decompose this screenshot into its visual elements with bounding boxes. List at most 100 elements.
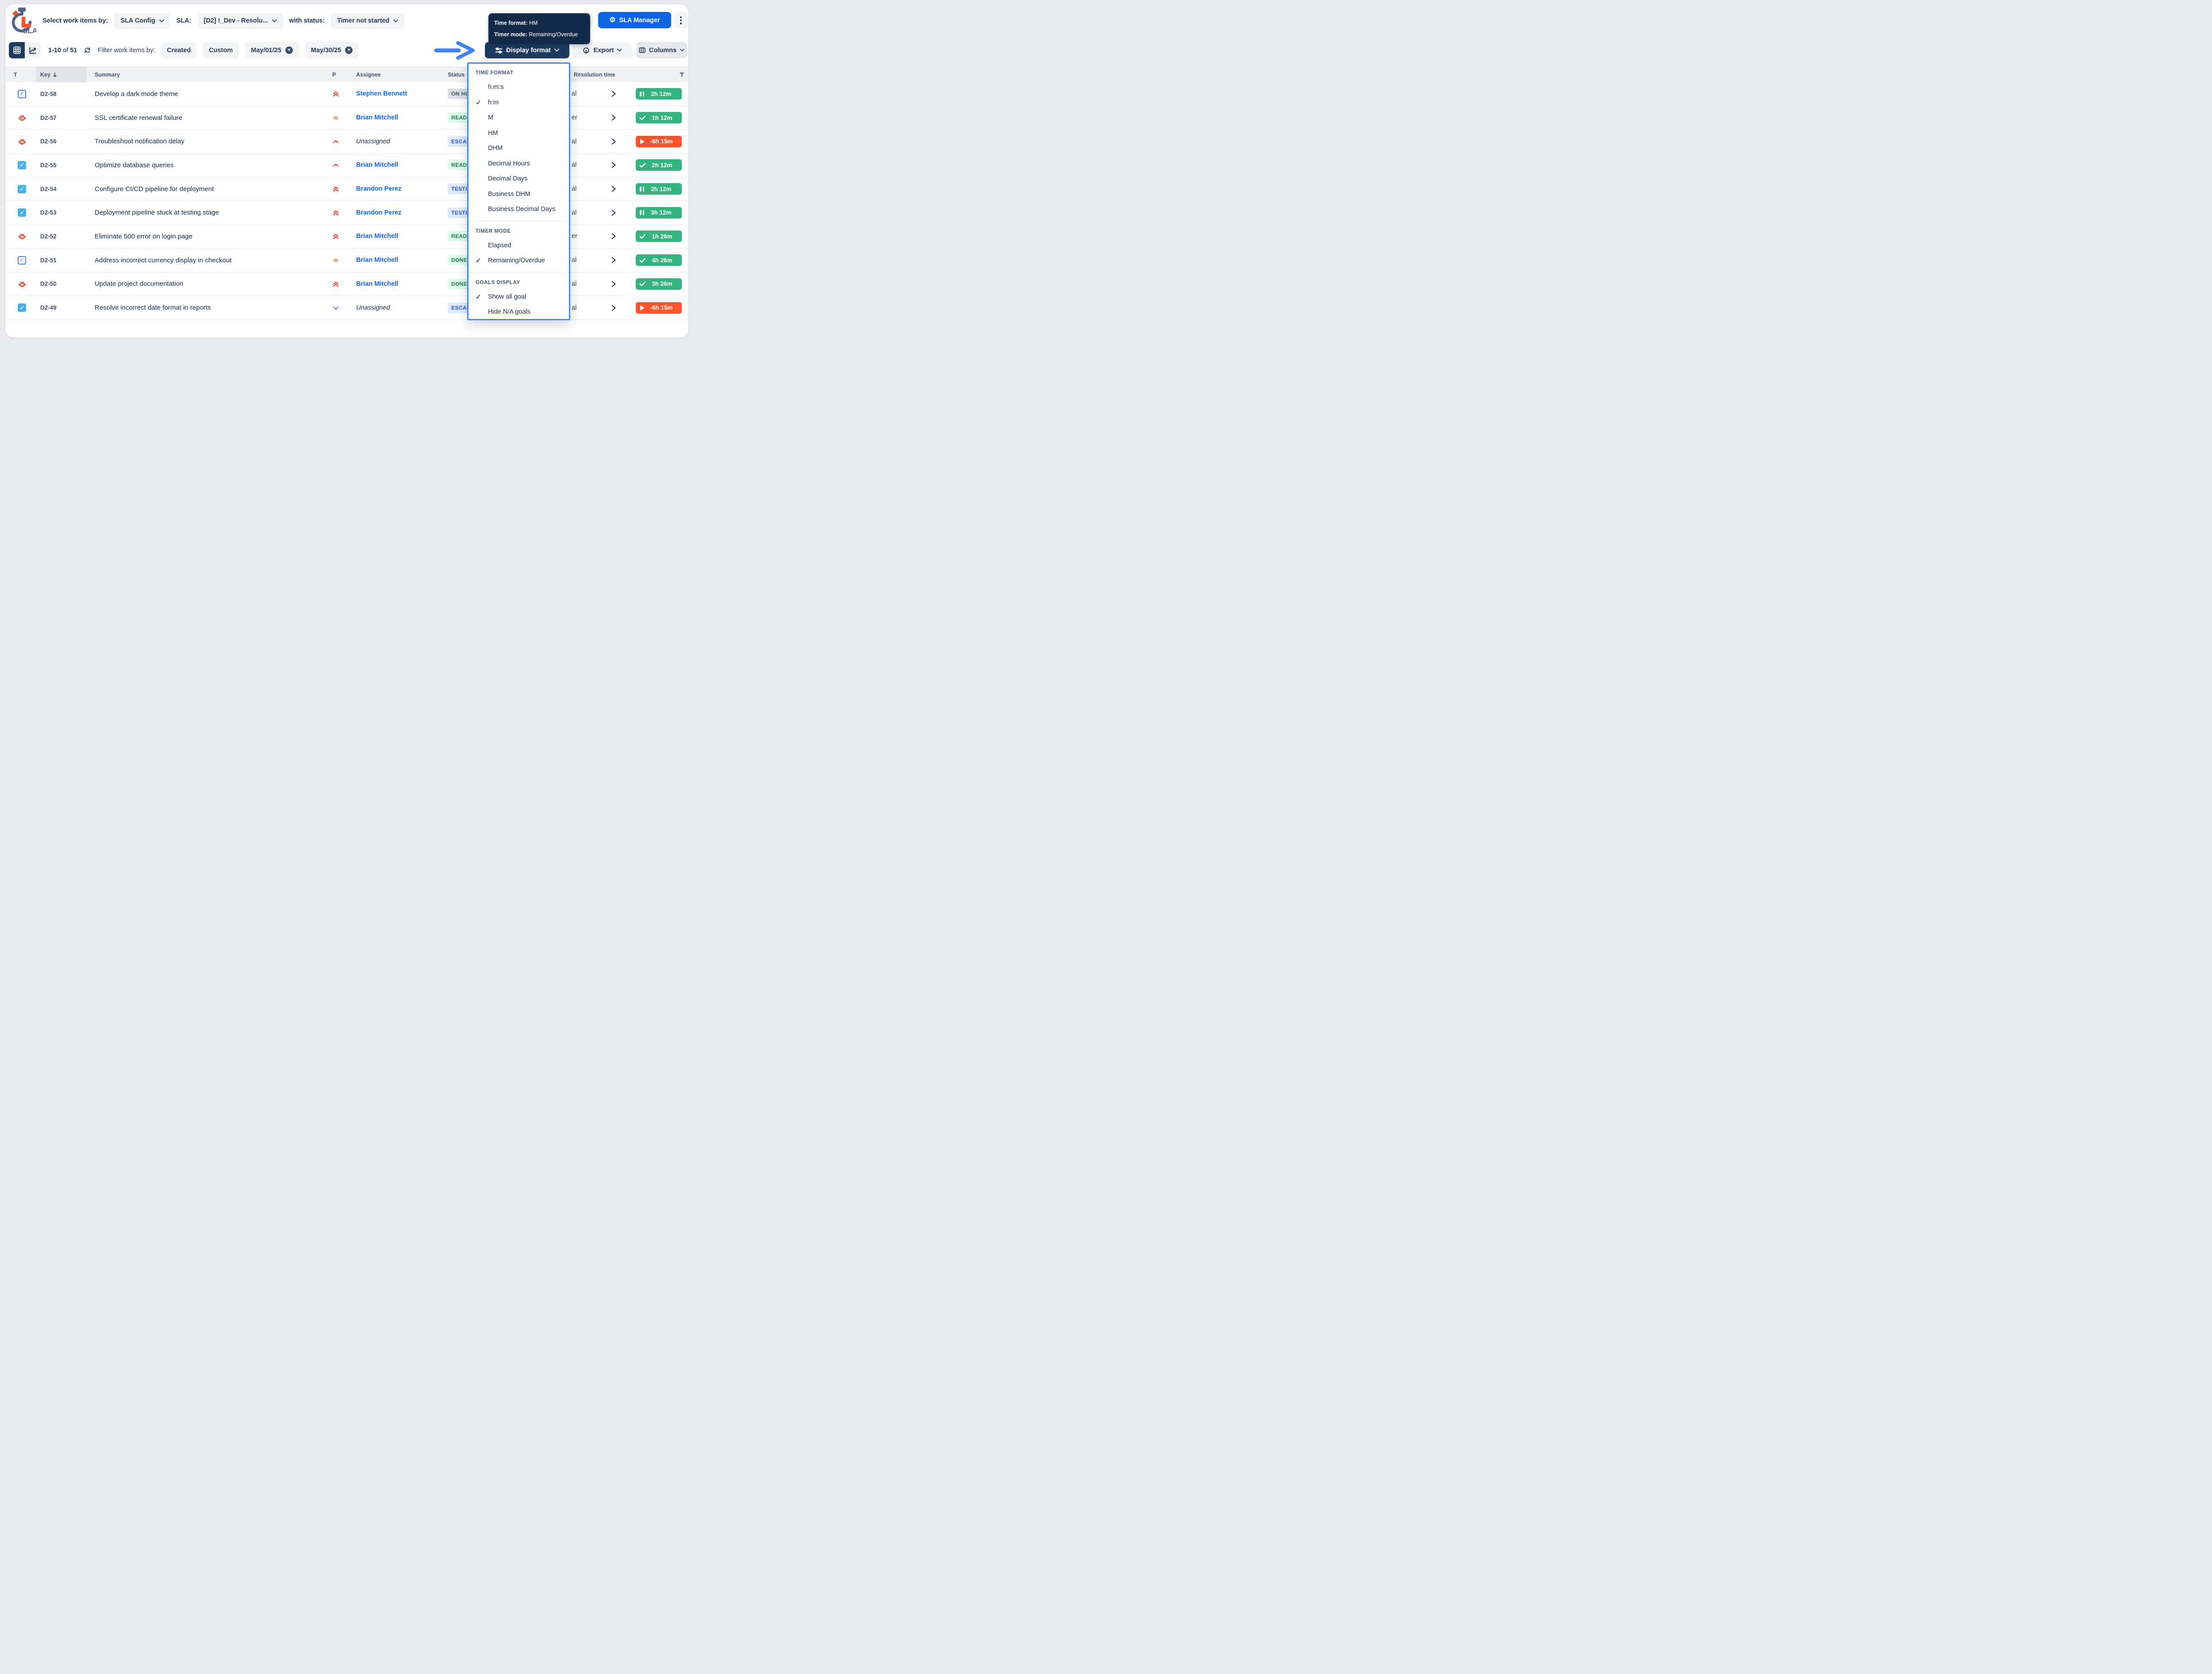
expand-goals-chevron[interactable] xyxy=(610,106,618,130)
table-row[interactable]: D2-52 Eliminate 500 error on login page … xyxy=(5,225,688,249)
resolution-time-badge[interactable]: 2h 12m xyxy=(636,88,682,100)
table-row[interactable]: D2-53 Deployment pipeline stuck at testi… xyxy=(5,201,688,225)
dropdown-item-elapsed[interactable]: Elapsed xyxy=(488,242,511,249)
expand-goals-chevron[interactable] xyxy=(610,273,618,296)
assignee-link[interactable]: Brandon Perez xyxy=(356,185,402,193)
work-item-summary[interactable]: Eliminate 500 error on login page xyxy=(95,232,192,240)
pause-icon xyxy=(640,210,644,215)
resolution-time-badge[interactable]: 3h 12m xyxy=(636,207,682,219)
work-item-summary[interactable]: Troubleshoot notification delay xyxy=(95,138,184,146)
display-format-dropdown: TIME FORMAT h:m:s h:m M HM DHM Decimal H… xyxy=(467,62,570,320)
filter-created-button[interactable]: Created xyxy=(161,42,197,58)
expand-goals-chevron[interactable] xyxy=(610,82,618,106)
resolution-time-badge[interactable]: 2h 12m xyxy=(636,183,682,195)
columns-button[interactable]: Columns xyxy=(636,42,687,58)
dropdown-item-show-all-goal[interactable]: Show all goal xyxy=(469,289,569,305)
resolution-time-badge[interactable]: 4h 26m xyxy=(636,254,682,266)
remove-date-icon[interactable]: × xyxy=(285,46,293,54)
column-header-status[interactable]: Status xyxy=(448,72,465,78)
sla-label: SLA: xyxy=(176,17,192,24)
table-row[interactable]: D2-54 Configure CI/CD pipeline for deplo… xyxy=(5,177,688,201)
sla-manager-button[interactable]: ⚙ SLA Manager xyxy=(598,12,671,28)
remove-date-icon[interactable]: × xyxy=(345,46,353,54)
table-row[interactable]: D2-51 Address incorrect currency display… xyxy=(5,248,688,273)
column-header-type[interactable]: T xyxy=(14,72,17,78)
sla-config-select[interactable]: SLA Config xyxy=(114,12,170,29)
work-item-summary[interactable]: Deployment pipeline stuck at testing sta… xyxy=(95,209,219,217)
work-item-summary[interactable]: Address incorrect currency display in ch… xyxy=(95,256,232,264)
status-select[interactable]: Timer not started xyxy=(331,12,405,29)
dropdown-item-decimal-days[interactable]: Decimal Days xyxy=(488,175,528,183)
resolution-time-badge[interactable]: 3h 26m xyxy=(636,278,682,290)
expand-goals-chevron[interactable] xyxy=(610,201,618,224)
chevron-down-icon xyxy=(617,49,622,52)
dropdown-item-dhm[interactable]: DHM xyxy=(488,145,503,152)
work-item-summary[interactable]: Optimize database queries xyxy=(95,161,174,169)
dropdown-item-business-decimal-days[interactable]: Business Decimal Days xyxy=(488,206,556,213)
dropdown-item-m[interactable]: M xyxy=(488,114,494,122)
priority-medium-icon xyxy=(332,106,339,130)
dropdown-item-hm-caps[interactable]: HM xyxy=(488,129,498,137)
table-view-button[interactable] xyxy=(9,42,25,58)
export-button[interactable]: Export xyxy=(572,42,632,58)
assignee-link[interactable]: Brian Mitchell xyxy=(356,114,399,122)
work-item-summary[interactable]: Update project documentation xyxy=(95,280,184,288)
chevron-down-icon xyxy=(554,49,559,52)
expand-goals-chevron[interactable] xyxy=(610,130,618,153)
column-header-key[interactable]: Key xyxy=(40,67,58,83)
filter-custom-button[interactable]: Custom xyxy=(203,42,239,58)
table-row[interactable]: D2-50 Update project documentation Brian… xyxy=(5,272,688,296)
assignee-link[interactable]: Brian Mitchell xyxy=(356,233,399,240)
with-status-label: with status: xyxy=(289,17,325,24)
table-row[interactable]: D2-58 Develop a dark mode theme Stephen … xyxy=(5,82,688,106)
display-format-button[interactable]: Display format xyxy=(485,42,569,58)
assignee-link[interactable]: Brian Mitchell xyxy=(356,161,399,169)
expand-goals-chevron[interactable] xyxy=(610,225,618,248)
dropdown-item-business-dhm[interactable]: Business DHM xyxy=(488,190,530,198)
table-row[interactable]: D2-56 Troubleshoot notification delay Un… xyxy=(5,130,688,154)
table-row[interactable]: D2-49 Resolve incorrect date format in r… xyxy=(5,296,688,320)
expand-goals-chevron[interactable] xyxy=(610,177,618,201)
column-filter-button[interactable] xyxy=(679,67,685,83)
resolution-time-badge[interactable]: 2h 12m xyxy=(636,159,682,171)
column-header-summary[interactable]: Summary xyxy=(95,72,120,78)
dropdown-item-hide-na-goals[interactable]: Hide N/A goals xyxy=(488,308,530,316)
table-row[interactable]: D2-55 Optimize database queries Brian Mi… xyxy=(5,154,688,177)
priority-highest-icon xyxy=(332,201,339,224)
chart-view-button[interactable] xyxy=(25,42,41,58)
dropdown-item-hm[interactable]: h:m xyxy=(469,95,569,111)
work-item-key: D2-56 xyxy=(40,138,57,145)
column-header-assignee[interactable]: Assignee xyxy=(356,72,381,78)
assignee-link[interactable]: Brian Mitchell xyxy=(356,280,399,288)
more-actions-kebab-button[interactable] xyxy=(674,12,687,28)
priority-high-icon xyxy=(332,154,339,177)
work-item-summary[interactable]: Develop a dark mode theme xyxy=(95,90,178,98)
check-icon xyxy=(639,281,646,287)
resolution-time-badge[interactable]: 1h 26m xyxy=(636,230,682,242)
resolution-time-badge[interactable]: -6h 15m xyxy=(636,302,682,314)
work-item-summary[interactable]: Configure CI/CD pipeline for deployment xyxy=(95,185,214,193)
chevron-down-icon xyxy=(272,19,277,23)
expand-goals-chevron[interactable] xyxy=(610,296,618,319)
column-header-priority[interactable]: P xyxy=(332,72,336,78)
refresh-button[interactable] xyxy=(83,46,92,55)
dropdown-item-remaining-overdue[interactable]: Remaining/Overdue xyxy=(469,253,569,269)
work-item-summary[interactable]: Resolve incorrect date format in reports xyxy=(95,304,211,312)
table-row[interactable]: D2-57 SSL certificate renewal failure Br… xyxy=(5,106,688,130)
resolution-time-badge[interactable]: -6h 15m xyxy=(636,135,682,147)
sla-select[interactable]: [D2] !_Dev - Resolu... xyxy=(197,12,283,29)
assignee-link[interactable]: Brian Mitchell xyxy=(356,257,399,264)
date-from-chip[interactable]: May/01/25 × xyxy=(245,42,299,58)
work-item-summary[interactable]: SSL certificate renewal failure xyxy=(95,114,182,122)
assignee-unassigned[interactable]: Unassigned xyxy=(356,304,390,311)
assignee-link[interactable]: Brandon Perez xyxy=(356,209,402,216)
date-to-chip[interactable]: May/30/25 × xyxy=(304,42,359,58)
assignee-link[interactable]: Stephen Bennett xyxy=(356,90,407,98)
dropdown-item-hms[interactable]: h:m:s xyxy=(488,84,504,91)
expand-goals-chevron[interactable] xyxy=(610,154,618,177)
column-header-resolution-time[interactable]: Resolution time xyxy=(574,72,615,78)
resolution-time-badge[interactable]: 1h 12m xyxy=(636,112,682,124)
dropdown-item-decimal-hours[interactable]: Decimal Hours xyxy=(488,160,530,167)
assignee-unassigned[interactable]: Unassigned xyxy=(356,138,390,145)
expand-goals-chevron[interactable] xyxy=(610,249,618,272)
